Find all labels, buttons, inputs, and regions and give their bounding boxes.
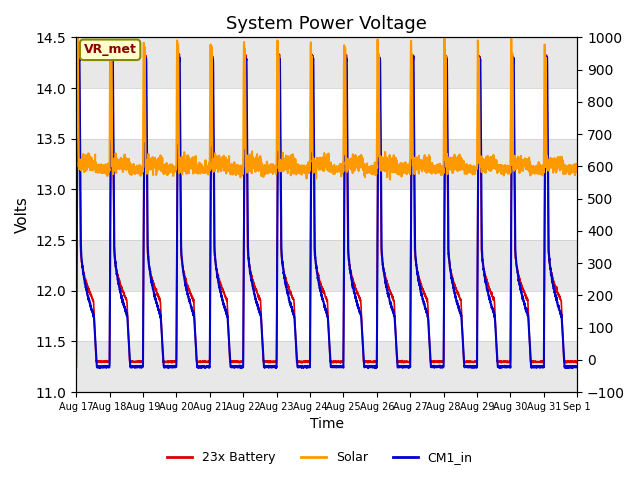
Bar (76, 240, 577, 291)
Bar (76, 341, 577, 392)
Legend: 23x Battery, Solar, CM1_in: 23x Battery, Solar, CM1_in (163, 446, 477, 469)
Title: System Power Voltage: System Power Voltage (227, 15, 427, 33)
Y-axis label: Volts: Volts (15, 196, 30, 233)
Text: VR_met: VR_met (84, 43, 136, 56)
X-axis label: Time: Time (310, 418, 344, 432)
Bar (76, 37, 577, 88)
Bar (76, 139, 577, 190)
